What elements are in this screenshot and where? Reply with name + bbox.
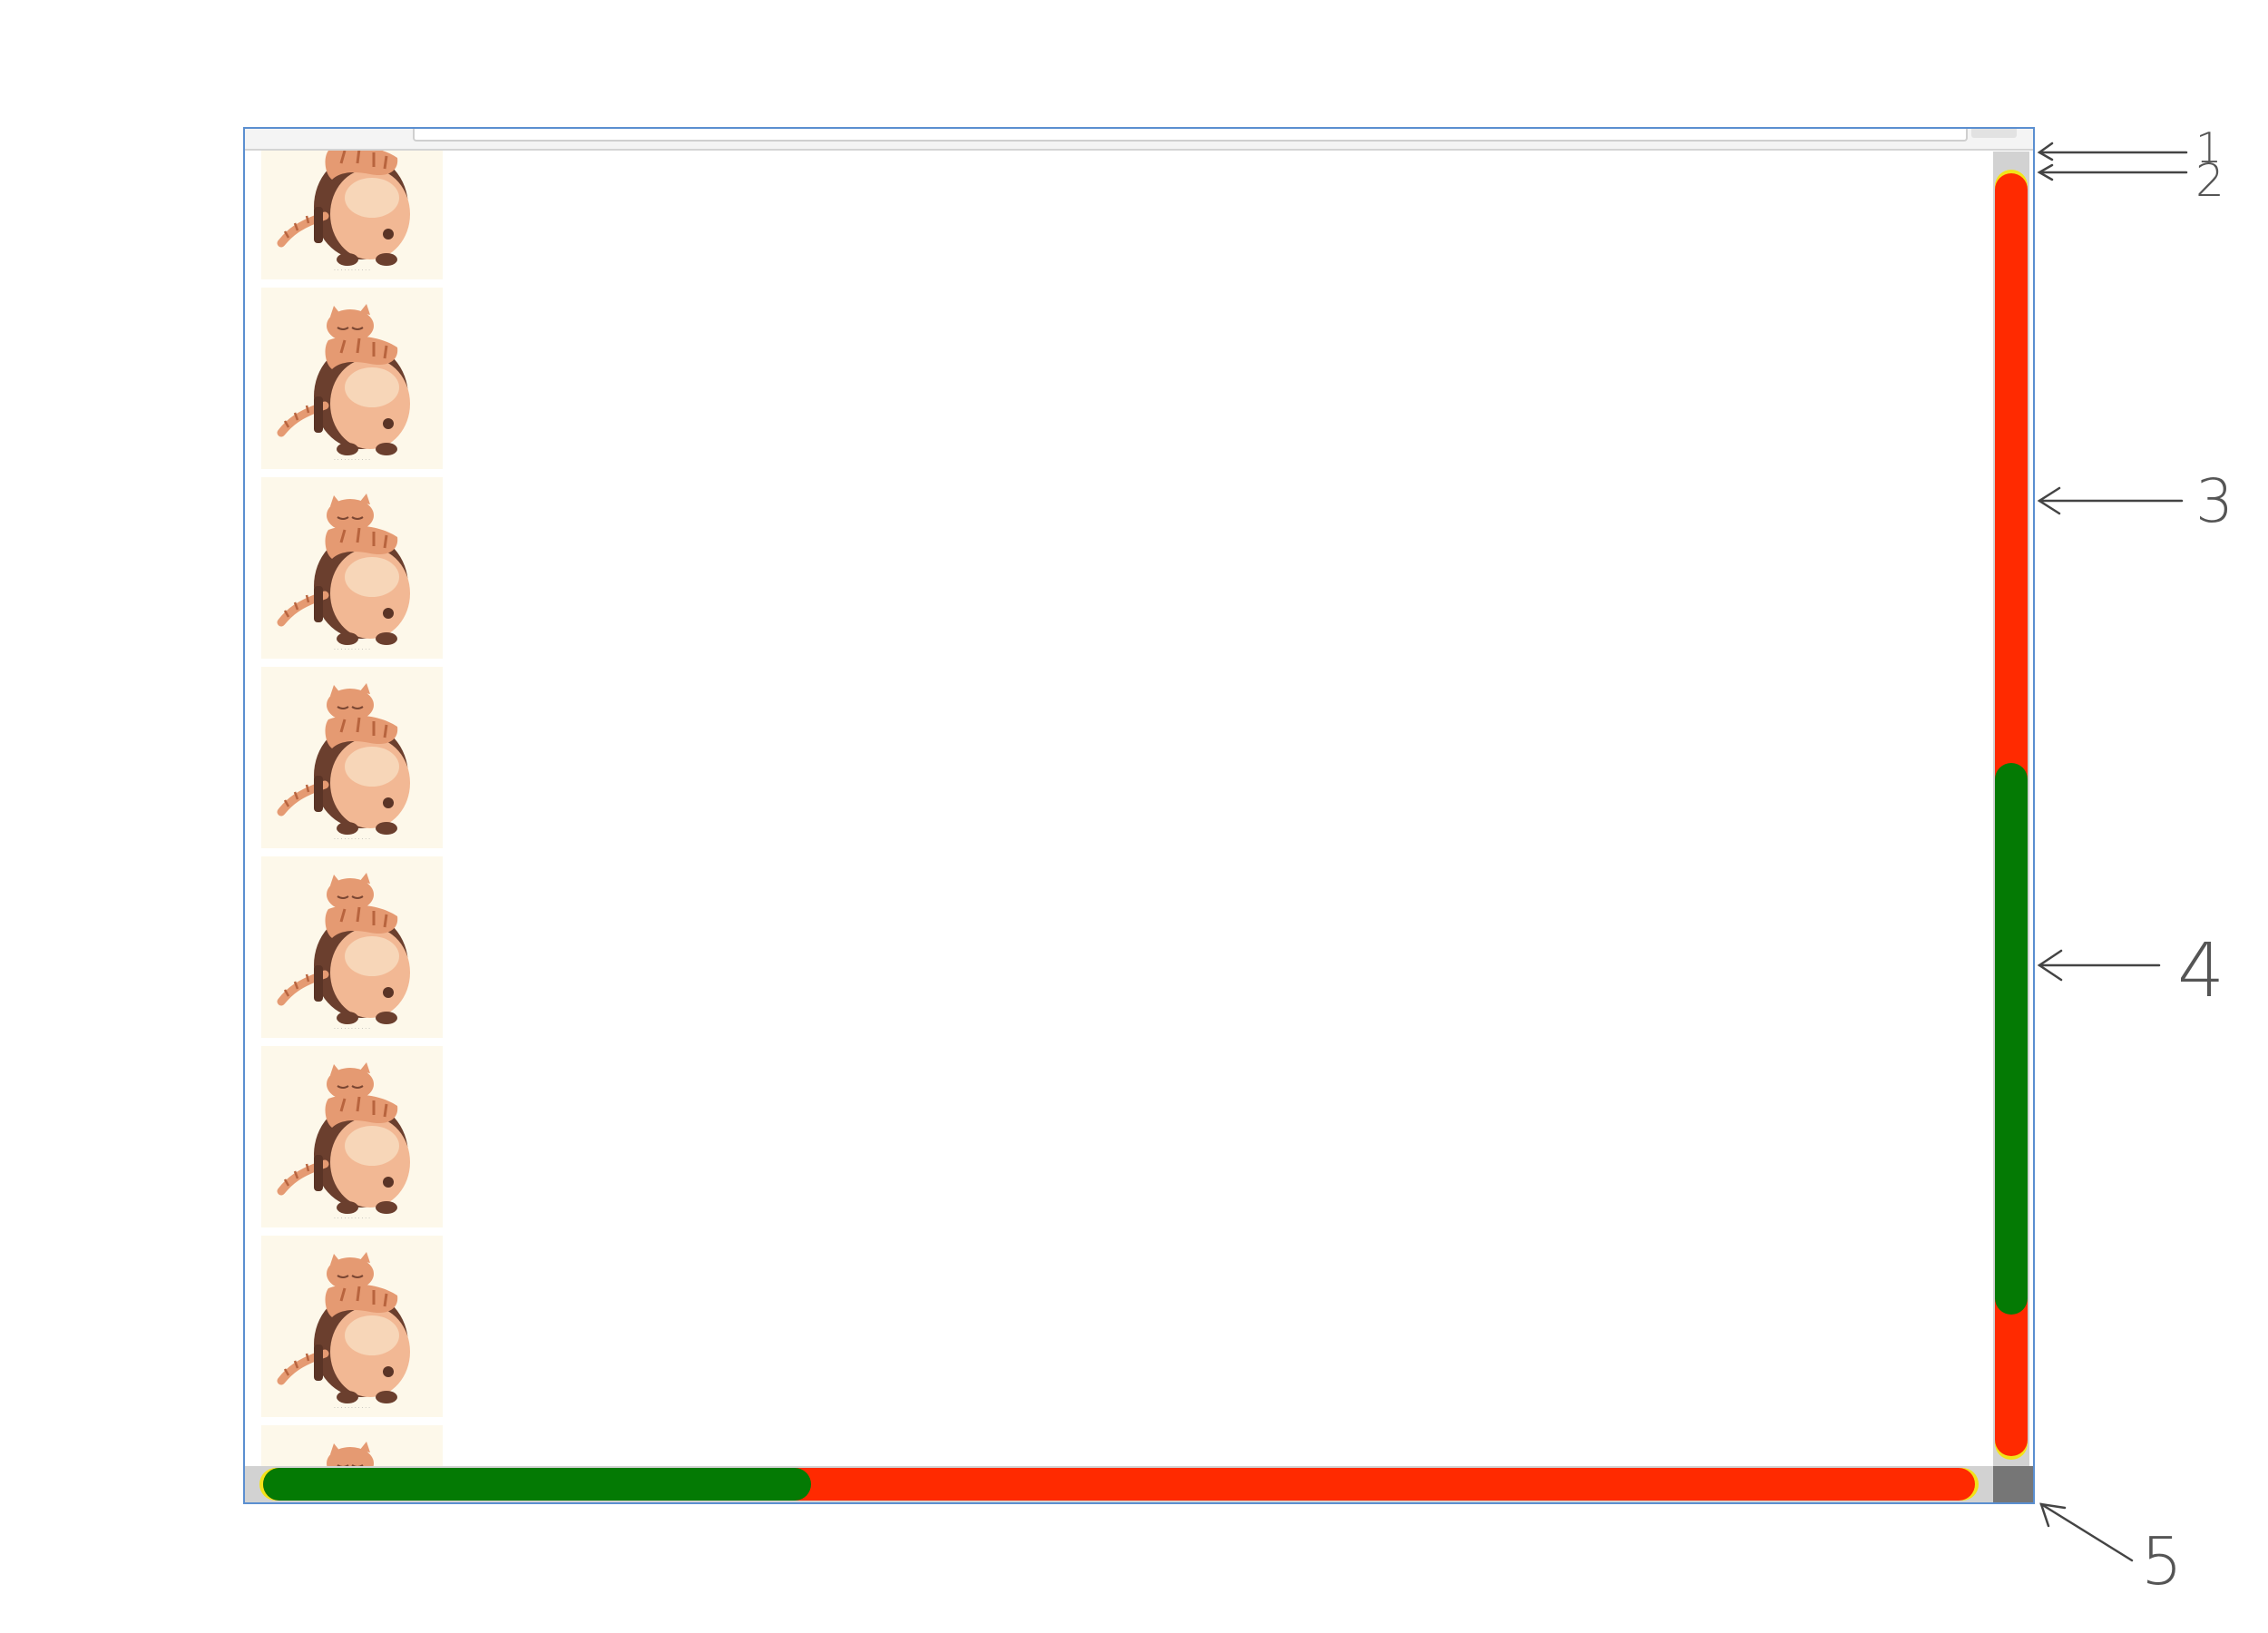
svg-text:· · · · · · · · · · ·: · · · · · · · · · · · bbox=[334, 647, 370, 653]
horizontal-scrollbar-thumb[interactable] bbox=[263, 1468, 811, 1501]
annotation-label-3: 3 bbox=[2195, 466, 2234, 536]
svg-text:· · · · · · · · · · ·: · · · · · · · · · · · bbox=[334, 836, 370, 843]
cat-panda-illustration-icon: · · · · · · · · · · · bbox=[261, 1046, 443, 1227]
cat-panda-illustration-icon: · · · · · · · · · · · bbox=[261, 1236, 443, 1417]
browser-toolbar bbox=[245, 129, 2033, 151]
horizontal-scrollbar[interactable] bbox=[245, 1466, 1993, 1502]
cat-panda-illustration-icon: · · · · · · · · · · · bbox=[261, 477, 443, 659]
svg-text:· · · · · · · · · · ·: · · · · · · · · · · · bbox=[334, 268, 370, 274]
thumbnail-image[interactable]: · · · · · · · · · · · bbox=[261, 1046, 443, 1227]
annotation-arrow-3 bbox=[2037, 486, 2184, 515]
svg-text:· · · · · · · · · · ·: · · · · · · · · · · · bbox=[334, 1026, 370, 1032]
thumbnail-image[interactable]: · · · · · · · · · · · bbox=[261, 151, 443, 279]
thumbnail-image[interactable]: · · · · · · · · · · · bbox=[261, 288, 443, 469]
scrollbar-corner[interactable] bbox=[1993, 1466, 2033, 1502]
svg-text:· · · · · · · · · · ·: · · · · · · · · · · · bbox=[334, 1216, 370, 1222]
address-bar[interactable] bbox=[413, 129, 1968, 142]
annotation-arrow-1 bbox=[2037, 142, 2188, 161]
svg-text:· · · · · · · · · · ·: · · · · · · · · · · · bbox=[334, 1405, 370, 1412]
browser-window: · · · · · · · · · · · · bbox=[243, 127, 2035, 1504]
annotation-label-2: 2 bbox=[2195, 154, 2224, 207]
annotation-arrow-4 bbox=[2037, 949, 2161, 982]
cat-panda-illustration-icon: · · · · · · · · · · · bbox=[261, 151, 443, 279]
vertical-scrollbar[interactable] bbox=[1993, 152, 2029, 1476]
toolbar-button[interactable] bbox=[1971, 129, 2017, 138]
annotation-arrow-5 bbox=[2039, 1502, 2134, 1562]
scroll-up-button[interactable] bbox=[1993, 152, 2029, 173]
thumbnail-image[interactable]: · · · · · · · · · · · bbox=[261, 667, 443, 848]
annotation-label-4: 4 bbox=[2177, 928, 2225, 1014]
cat-panda-illustration-icon: · · · · · · · · · · · bbox=[261, 288, 443, 469]
thumbnail-image[interactable]: · · · · · · · · · · · bbox=[261, 477, 443, 659]
annotation-label-5: 5 bbox=[2141, 1523, 2183, 1599]
cat-panda-illustration-icon: · · · · · · · · · · · bbox=[261, 856, 443, 1038]
cat-panda-illustration-icon: · · · · · · · · · · · bbox=[261, 667, 443, 848]
svg-text:· · · · · · · · · · ·: · · · · · · · · · · · bbox=[334, 457, 370, 464]
annotation-arrow-2 bbox=[2037, 163, 2188, 181]
vertical-scrollbar-thumb[interactable] bbox=[1995, 763, 2028, 1315]
page-content: · · · · · · · · · · · · bbox=[245, 151, 2033, 1502]
annotation-label-1: 1 bbox=[2195, 123, 2223, 172]
thumbnail-image[interactable]: · · · · · · · · · · · bbox=[261, 1236, 443, 1417]
thumbnail-image[interactable]: · · · · · · · · · · · bbox=[261, 856, 443, 1038]
